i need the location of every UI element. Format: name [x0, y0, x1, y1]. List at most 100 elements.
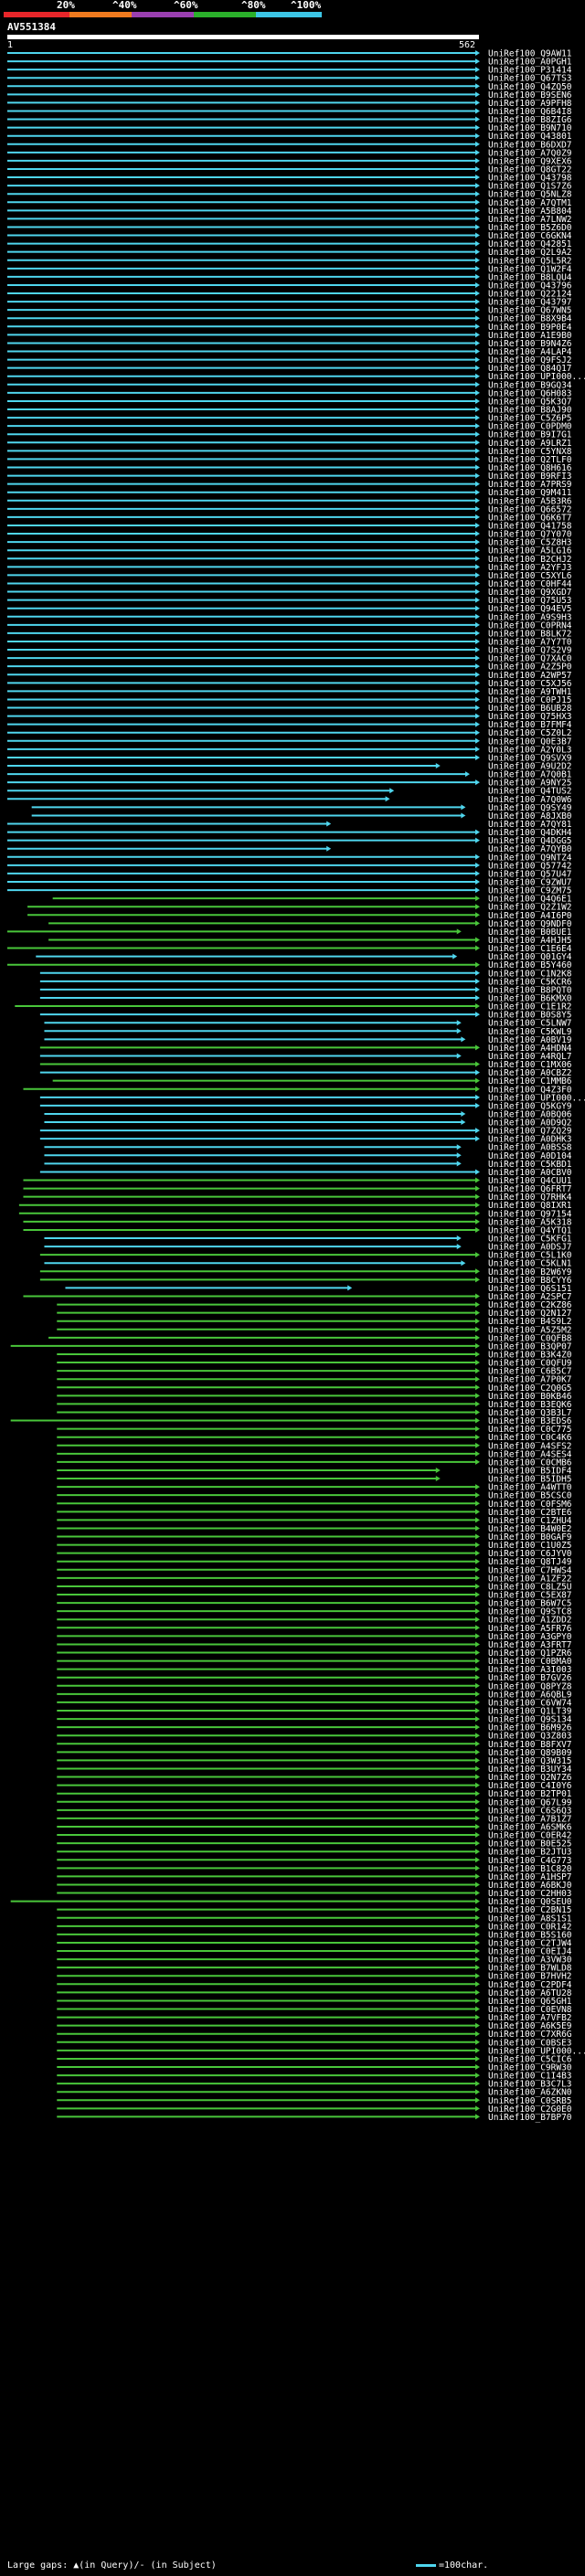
hit-label[interactable]: UniRef100_A0D104 [488, 1151, 572, 1161]
hit-label[interactable]: UniRef100_Q66572 [488, 504, 572, 514]
hit-label[interactable]: UniRef100_C0EVN8 [488, 2005, 572, 2015]
hit-label[interactable]: UniRef100_Q5KGY9 [488, 1101, 572, 1111]
hit-label[interactable]: UniRef100_P31414 [488, 66, 572, 76]
hit-label[interactable]: UniRef100_A8JXB0 [488, 811, 572, 822]
hit-label[interactable]: UniRef100_Q97154 [488, 1209, 572, 1219]
hit-label[interactable]: UniRef100_C0SRB5 [488, 2096, 572, 2106]
hit-label[interactable]: UniRef100_C5KCR6 [488, 977, 572, 987]
hit-label[interactable]: UniRef100_Q89B09 [488, 1748, 572, 1758]
hit-label[interactable]: UniRef100_A5K318 [488, 1217, 572, 1227]
hit-label[interactable]: UniRef100_B6M926 [488, 1723, 572, 1733]
hit-label[interactable]: UniRef100_A7VFB2 [488, 2013, 572, 2023]
hit-label[interactable]: UniRef100_A1HSP7 [488, 1872, 572, 1882]
hit-label[interactable]: UniRef100_Q7XAC0 [488, 654, 572, 664]
hit-label[interactable]: UniRef100_C5L1K0 [488, 1251, 572, 1261]
hit-label[interactable]: UniRef100_A2WP57 [488, 671, 572, 681]
hit-label[interactable]: UniRef100_B9N4Z6 [488, 339, 572, 349]
hit-label[interactable]: UniRef100_Q7S2V9 [488, 646, 572, 656]
hit-label[interactable]: UniRef100_C0BMA0 [488, 1657, 572, 1667]
hit-label[interactable]: UniRef100_Q1LT39 [488, 1707, 572, 1717]
hit-label[interactable]: UniRef100_Q22124 [488, 290, 572, 300]
hit-label[interactable]: UniRef100_A6K5E9 [488, 2021, 572, 2031]
hit-label[interactable]: UniRef100_A2YFJ3 [488, 563, 572, 573]
hit-label[interactable]: UniRef100_A7QTM1 [488, 198, 572, 208]
hit-label[interactable]: UniRef100_A7PRS9 [488, 480, 572, 490]
hit-label[interactable]: UniRef100_B9SEN6 [488, 90, 572, 101]
hit-label[interactable]: UniRef100_C9ZWU7 [488, 878, 572, 888]
hit-label[interactable]: UniRef100_B5CSC0 [488, 1491, 572, 1501]
hit-label[interactable]: UniRef100_A6QBL9 [488, 1690, 572, 1700]
hit-label[interactable]: UniRef100_B2JTU3 [488, 1848, 572, 1858]
hit-label[interactable]: UniRef100_A4HJH5 [488, 936, 572, 946]
hit-label[interactable]: UniRef100_A0BV19 [488, 1035, 572, 1045]
hit-label[interactable]: UniRef100_B3EQK6 [488, 1400, 572, 1410]
hit-label[interactable]: UniRef100_C5LNW7 [488, 1019, 572, 1029]
hit-label[interactable]: UniRef100_B3UY34 [488, 1765, 572, 1775]
hit-label[interactable]: UniRef100_B0GAF9 [488, 1532, 572, 1542]
hit-label[interactable]: UniRef100_A3VW30 [488, 1956, 572, 1966]
hit-label[interactable]: UniRef100_C6S6Q3 [488, 1806, 572, 1816]
hit-label[interactable]: UniRef100_C0ER42 [488, 1831, 572, 1841]
hit-label[interactable]: UniRef100_C6GKN4 [488, 231, 572, 241]
hit-label[interactable]: UniRef100_C5XJ56 [488, 679, 572, 689]
hit-label[interactable]: UniRef100_B7FMF4 [488, 720, 572, 730]
hit-label[interactable]: UniRef100_A7Y7T0 [488, 637, 572, 647]
hit-label[interactable]: UniRef100_C2BTE6 [488, 1508, 572, 1518]
hit-label[interactable]: UniRef100_C2G0E0 [488, 2104, 572, 2115]
hit-label[interactable]: UniRef100_A2Z5P0 [488, 663, 572, 673]
hit-label[interactable]: UniRef100_Q65GH1 [488, 1997, 572, 2007]
hit-label[interactable]: UniRef100_C9RW30 [488, 2063, 572, 2073]
hit-label[interactable]: UniRef100_B5S160 [488, 1930, 572, 1940]
hit-label[interactable]: UniRef100_C2HH03 [488, 1889, 572, 1899]
hit-label[interactable]: UniRef100_Q8H616 [488, 463, 572, 473]
hit-label[interactable]: UniRef100_B0BUE1 [488, 928, 572, 938]
hit-label[interactable]: UniRef100_A4WTT0 [488, 1483, 572, 1493]
hit-label[interactable]: UniRef100_Q4ZQ50 [488, 82, 572, 92]
hit-label[interactable]: UniRef100_B4S9L2 [488, 1317, 572, 1327]
hit-label[interactable]: UniRef100_C5KFG1 [488, 1235, 572, 1245]
hit-label[interactable]: UniRef100_Q5K3Q7 [488, 397, 572, 407]
hit-label[interactable]: UniRef100_B8LQU4 [488, 272, 572, 282]
hit-label[interactable]: UniRef100_C1E1R2 [488, 1002, 572, 1012]
hit-label[interactable]: UniRef100_Q9NDF0 [488, 919, 572, 929]
hit-label[interactable]: UniRef100_Q41758 [488, 521, 572, 531]
hit-label[interactable]: UniRef100_A6TU28 [488, 1988, 572, 1998]
hit-label[interactable]: UniRef100_B5IDH5 [488, 1475, 572, 1485]
hit-label[interactable]: UniRef100_Q6B4I8 [488, 107, 572, 117]
hit-label[interactable]: UniRef100_A7LNW2 [488, 215, 572, 225]
hit-label[interactable]: UniRef100_Q0SEU0 [488, 1897, 572, 1907]
hit-label[interactable]: UniRef100_A0BSS8 [488, 1143, 572, 1153]
hit-label[interactable]: UniRef100_C5Z8H3 [488, 538, 572, 548]
hit-label[interactable]: UniRef100_B2W6Y9 [488, 1267, 572, 1277]
hit-label[interactable]: UniRef100_Q9SY49 [488, 803, 572, 813]
hit-label[interactable]: UniRef100_C1MMB6 [488, 1076, 572, 1087]
hit-label[interactable]: UniRef100_Q4YTQ1 [488, 1225, 572, 1235]
hit-label[interactable]: UniRef100_A1ZDD2 [488, 1616, 572, 1626]
hit-label[interactable]: UniRef100_A6SMK6 [488, 1822, 572, 1832]
hit-label[interactable]: UniRef100_C5CIC6 [488, 2054, 572, 2064]
hit-label[interactable]: UniRef100_Q43796 [488, 281, 572, 291]
hit-label[interactable]: UniRef100_C8LZ5U [488, 1582, 572, 1592]
hit-label[interactable]: UniRef100_UPI000... [488, 1093, 585, 1103]
hit-label[interactable]: UniRef100_B8LK72 [488, 629, 572, 639]
hit-label[interactable]: UniRef100_Q43801 [488, 132, 572, 142]
hit-label[interactable]: UniRef100_Q4DGG5 [488, 836, 572, 846]
hit-label[interactable]: UniRef100_B7GV26 [488, 1673, 572, 1683]
hit-label[interactable]: UniRef100_A0BQ06 [488, 1109, 572, 1119]
hit-label[interactable]: UniRef100_B6DXD7 [488, 140, 572, 150]
hit-label[interactable]: UniRef100_C1U0Z5 [488, 1541, 572, 1551]
hit-label[interactable]: UniRef100_C5KLN1 [488, 1259, 572, 1269]
hit-label[interactable]: UniRef100_B8CYY6 [488, 1276, 572, 1286]
hit-label[interactable]: UniRef100_Q43797 [488, 298, 572, 308]
hit-label[interactable]: UniRef100_C0BSE3 [488, 2038, 572, 2048]
hit-label[interactable]: UniRef100_A5Z5M2 [488, 1325, 572, 1335]
hit-label[interactable]: UniRef100_Q8TJ49 [488, 1557, 572, 1567]
hit-label[interactable]: UniRef100_C0C4K6 [488, 1433, 572, 1443]
hit-label[interactable]: UniRef100_B8AJ90 [488, 406, 572, 416]
hit-label[interactable]: UniRef100_C0PRN4 [488, 620, 572, 631]
hit-label[interactable]: UniRef100_Q3B3L7 [488, 1408, 572, 1418]
hit-label[interactable]: UniRef100_Q9M411 [488, 488, 572, 498]
hit-label[interactable]: UniRef100_A0PGH1 [488, 58, 572, 68]
hit-label[interactable]: UniRef100_B7BP70 [488, 2113, 572, 2123]
hit-label[interactable]: UniRef100_Q6K6T7 [488, 513, 572, 523]
